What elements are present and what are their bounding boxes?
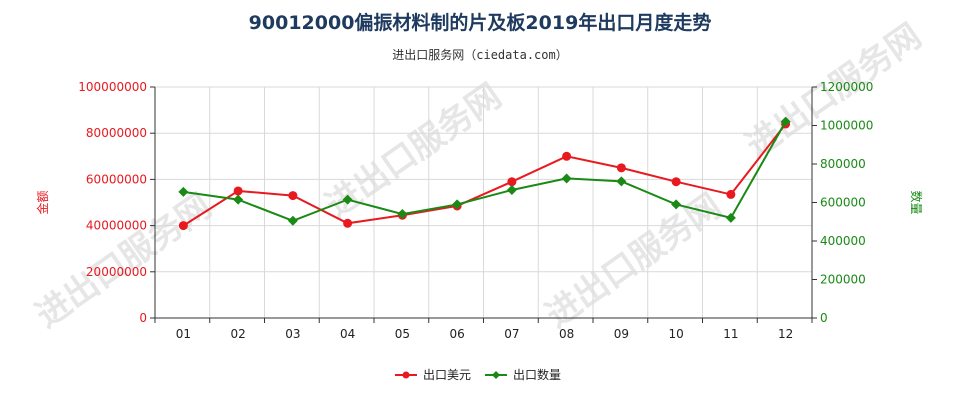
data-point-2 [671, 199, 682, 210]
y-left-tick-label: 100000000 [78, 80, 147, 94]
data-point-2 [780, 116, 791, 127]
watermark-text: 进出口服务网 [29, 186, 219, 336]
x-tick-label: 12 [778, 327, 793, 341]
data-point-1 [288, 191, 298, 201]
x-tick-label: 04 [340, 327, 355, 341]
data-point-2 [178, 186, 189, 197]
legend-label: 出口美元 [423, 368, 471, 382]
series-line-1 [182, 123, 787, 227]
data-point-2 [452, 199, 463, 210]
data-point-1 [233, 186, 243, 196]
x-tick-label: 03 [285, 327, 300, 341]
chart-title: 90012000偏振材料制的片及板2019年出口月度走势 [248, 12, 712, 34]
data-point-2 [616, 176, 627, 187]
data-point-1 [726, 189, 736, 199]
data-point-1 [616, 163, 626, 173]
watermark-text: 进出口服务网 [539, 186, 729, 336]
series [178, 116, 791, 231]
data-point-2 [561, 173, 572, 184]
data-point-2 [287, 215, 298, 226]
x-tick-label: 01 [176, 327, 191, 341]
data-point-1 [507, 177, 517, 187]
x-tick-label: 07 [504, 327, 519, 341]
y-left-tick-label: 20000000 [86, 265, 147, 279]
y-left-tick-label: 40000000 [86, 219, 147, 233]
x-tick-label: 10 [668, 327, 683, 341]
y-left-tick-label: 60000000 [86, 172, 147, 186]
data-point-2 [342, 194, 353, 205]
x-tick-label: 06 [449, 327, 464, 341]
data-point-2 [233, 194, 244, 205]
y-right-tick-label: 1000000 [820, 119, 873, 133]
legend-swatch-marker [492, 371, 500, 379]
y-right-tick-label: 400000 [820, 234, 866, 248]
data-point-1 [178, 221, 188, 231]
legend-label: 出口数量 [513, 367, 561, 382]
y-right-axis-title: 数量 [909, 190, 924, 214]
x-tick-label: 09 [614, 327, 629, 341]
data-point-1 [562, 151, 572, 161]
y-right-tick-label: 800000 [820, 157, 866, 171]
y-right-tick-label: 600000 [820, 196, 866, 210]
y-right-tick-label: 200000 [820, 273, 866, 287]
y-left-tick-label: 0 [139, 311, 147, 325]
x-tick-label: 11 [723, 327, 738, 341]
y-right-tick-label: 0 [820, 311, 828, 325]
data-point-1 [343, 218, 353, 228]
legend-swatch-marker [402, 371, 410, 379]
y-left-tick-label: 80000000 [86, 126, 147, 140]
x-tick-label: 02 [230, 327, 245, 341]
axes: 0 20000000 40000000 60000000 80000000 1000000… [35, 80, 924, 341]
data-point-2 [397, 209, 408, 220]
data-point-2 [506, 184, 517, 195]
data-point-1 [671, 177, 681, 187]
data-point-2 [725, 212, 736, 223]
chart-subtitle: 进出口服务网（ciedata.com） [392, 48, 568, 62]
y-right-tick-label: 1200000 [820, 80, 873, 94]
legend: 出口美元 出口数量 [395, 367, 561, 382]
x-tick-label: 08 [559, 327, 574, 341]
series-line-2 [183, 121, 787, 222]
x-tick-label: 05 [395, 327, 410, 341]
y-left-axis-title: 金额 [35, 190, 50, 214]
